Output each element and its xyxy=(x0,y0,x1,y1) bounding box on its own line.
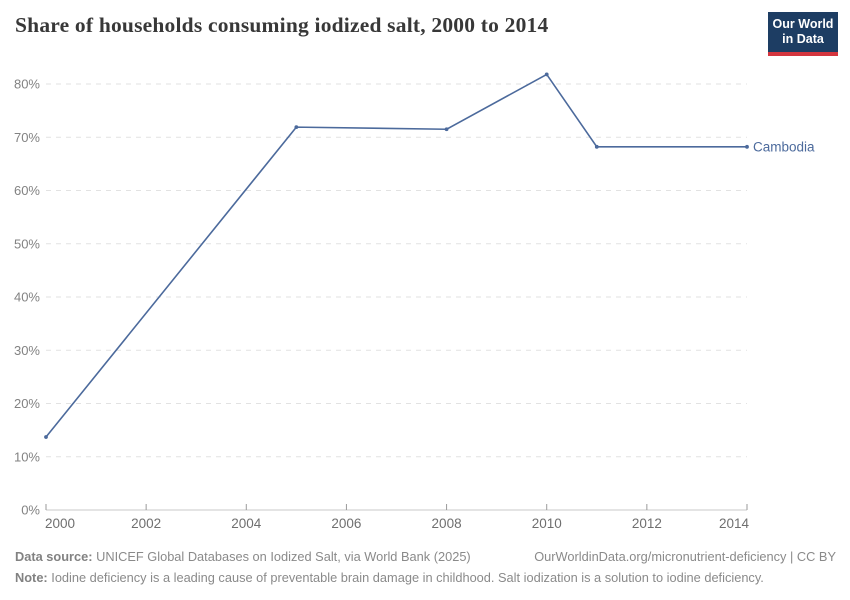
chart-note-line: Note: Iodine deficiency is a leading cau… xyxy=(15,567,836,588)
note-text: Iodine deficiency is a leading cause of … xyxy=(47,570,764,585)
y-axis-tick-label: 20% xyxy=(14,396,40,411)
chart-title: Share of households consuming iodized sa… xyxy=(15,13,549,37)
owid-url-license-link[interactable]: OurWorldinData.org/micronutrient-deficie… xyxy=(534,549,836,564)
x-axis-tick-label: 2004 xyxy=(231,516,262,531)
x-axis-tick-label: 2000 xyxy=(45,516,75,531)
data-point xyxy=(745,144,749,149)
x-axis-tick-label: 2010 xyxy=(532,516,562,531)
x-axis-tick-label: 2006 xyxy=(331,516,361,531)
data-point xyxy=(44,435,48,439)
x-axis-tick-label: 2012 xyxy=(632,516,662,531)
y-axis-tick-label: 10% xyxy=(14,449,40,464)
chart-footer: Data source: UNICEF Global Databases on … xyxy=(15,546,836,588)
owid-logo[interactable]: Our World in Data xyxy=(768,12,838,56)
data-point xyxy=(594,144,599,149)
data-source-text: UNICEF Global Databases on Iodized Salt,… xyxy=(92,549,471,564)
data-point xyxy=(294,125,299,130)
y-axis-tick-label: 80% xyxy=(14,77,40,92)
data-point xyxy=(444,127,449,132)
series-end-label: Cambodia xyxy=(753,139,815,154)
note-label: Note: xyxy=(15,570,48,585)
y-axis-tick-label: 40% xyxy=(14,290,40,305)
data-source-line: Data source: UNICEF Global Databases on … xyxy=(15,546,471,567)
data-source-label: Data source: xyxy=(15,549,93,564)
x-axis-tick-label: 2002 xyxy=(131,516,161,531)
owid-logo-line1: Our World xyxy=(772,17,834,31)
y-axis-tick-label: 0% xyxy=(21,503,40,518)
line-chart: 0% 10% 20% 30% 40% 50% 60% 70% 80% 2000 2002 2004 20… xyxy=(14,72,815,531)
y-axis-tick-label: 50% xyxy=(14,236,40,251)
y-axis-tick-label: 60% xyxy=(14,183,40,198)
data-line xyxy=(45,73,748,438)
x-axis-tick-label: 2014 xyxy=(719,516,750,531)
x-axis-tick-label: 2008 xyxy=(432,516,462,531)
owid-logo-line2: in Data xyxy=(782,32,824,46)
y-axis-tick-label: 70% xyxy=(14,130,40,145)
data-point xyxy=(544,72,549,77)
y-axis-tick-label: 30% xyxy=(14,343,40,358)
